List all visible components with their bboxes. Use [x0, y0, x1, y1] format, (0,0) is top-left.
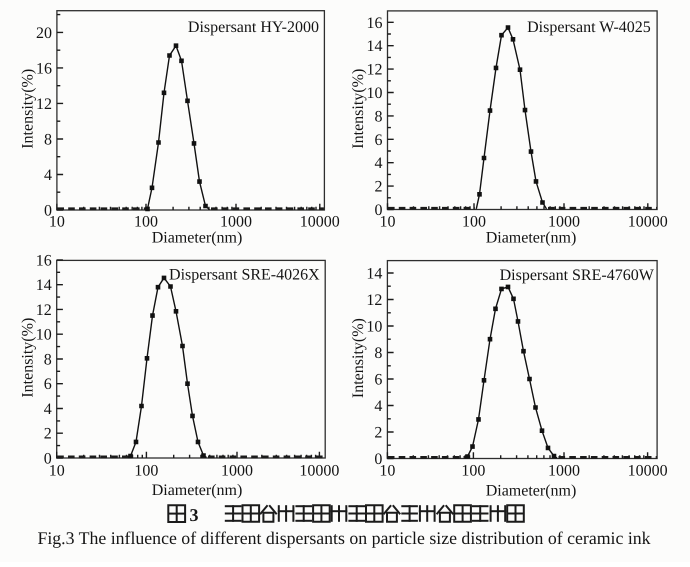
- svg-text:1000: 1000: [548, 213, 580, 230]
- svg-text:Diameter(nm): Diameter(nm): [486, 230, 577, 247]
- svg-text:0: 0: [44, 451, 52, 468]
- svg-text:16: 16: [36, 252, 52, 269]
- svg-text:1000: 1000: [221, 462, 253, 479]
- svg-text:100: 100: [462, 213, 486, 230]
- svg-text:10: 10: [49, 462, 65, 479]
- svg-text:10: 10: [49, 213, 65, 230]
- svg-text:0: 0: [374, 451, 382, 468]
- svg-text:100: 100: [134, 213, 158, 230]
- svg-text:4: 4: [44, 167, 52, 184]
- svg-text:16: 16: [367, 15, 383, 32]
- svg-text:Diameter(nm): Diameter(nm): [486, 483, 577, 500]
- svg-text:0: 0: [44, 203, 52, 220]
- svg-text:6: 6: [375, 132, 383, 149]
- svg-text:Diameter(nm): Diameter(nm): [152, 230, 243, 247]
- svg-text:Intensity(%): Intensity(%): [350, 69, 367, 149]
- svg-text:12: 12: [36, 96, 52, 113]
- svg-text:Intensity(%): Intensity(%): [20, 69, 37, 149]
- svg-text:0: 0: [375, 202, 383, 219]
- svg-text:1000: 1000: [220, 213, 252, 230]
- svg-text:3: 3: [190, 505, 199, 525]
- svg-text:10: 10: [36, 327, 52, 344]
- svg-text:10000: 10000: [299, 462, 339, 479]
- svg-text:2: 2: [44, 426, 52, 443]
- svg-text:14: 14: [366, 266, 382, 283]
- svg-text:4: 4: [44, 401, 52, 418]
- svg-text:4: 4: [374, 398, 382, 415]
- svg-text:8: 8: [374, 345, 382, 362]
- svg-text:Diameter(nm): Diameter(nm): [152, 482, 243, 499]
- svg-text:20: 20: [36, 25, 52, 42]
- svg-text:12: 12: [366, 292, 382, 309]
- svg-text:10: 10: [366, 319, 382, 336]
- svg-text:Dispersant SRE-4760W: Dispersant SRE-4760W: [500, 267, 655, 284]
- svg-text:8: 8: [44, 352, 52, 369]
- svg-text:10000: 10000: [628, 463, 668, 480]
- svg-text:8: 8: [44, 132, 52, 149]
- svg-text:14: 14: [36, 277, 52, 294]
- svg-text:Intensity(%): Intensity(%): [20, 318, 37, 398]
- svg-text:10: 10: [380, 213, 396, 230]
- svg-text:Dispersant HY-2000: Dispersant HY-2000: [188, 19, 319, 36]
- svg-text:10000: 10000: [628, 213, 668, 230]
- svg-text:10000: 10000: [300, 213, 340, 230]
- svg-text:10: 10: [367, 85, 383, 102]
- svg-text:10: 10: [379, 463, 395, 480]
- svg-text:Dispersant SRE-4026X: Dispersant SRE-4026X: [169, 267, 320, 284]
- svg-text:6: 6: [44, 376, 52, 393]
- svg-text:Intensity(%): Intensity(%): [350, 318, 367, 398]
- svg-text:6: 6: [374, 372, 382, 389]
- svg-text:2: 2: [374, 425, 382, 442]
- svg-text:8: 8: [375, 108, 383, 125]
- svg-text:Dispersant W-4025: Dispersant W-4025: [527, 19, 651, 36]
- svg-text:14: 14: [367, 38, 383, 55]
- svg-text:Fig.3 The influence of differe: Fig.3 The influence of different dispers…: [37, 528, 650, 548]
- svg-text:16: 16: [36, 60, 52, 77]
- svg-text:2: 2: [375, 179, 383, 196]
- svg-text:100: 100: [134, 462, 158, 479]
- svg-text:12: 12: [36, 302, 52, 319]
- svg-text:12: 12: [367, 62, 383, 79]
- svg-text:4: 4: [375, 155, 383, 172]
- svg-text:100: 100: [461, 463, 485, 480]
- svg-text:1000: 1000: [548, 463, 580, 480]
